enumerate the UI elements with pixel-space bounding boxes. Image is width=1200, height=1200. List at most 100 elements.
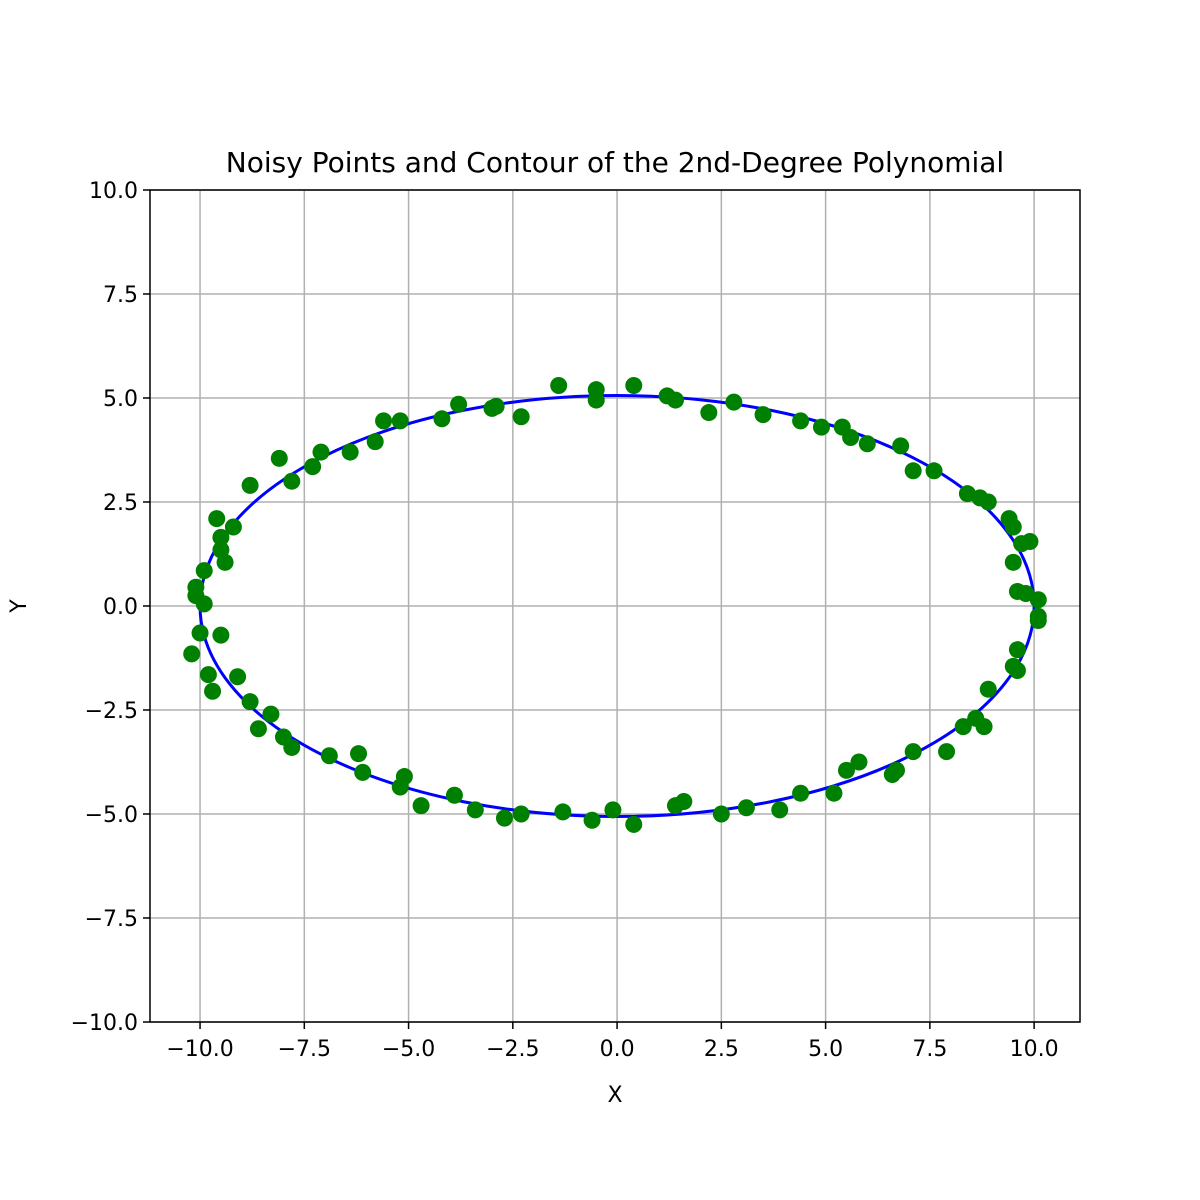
ticks: −10.0 −7.5 −5.0 −2.5 0.0 2.5 5.0 7.5 10.0 10.0 7.5… (71, 179, 1059, 1062)
data-point (850, 753, 868, 771)
data-point (587, 391, 605, 409)
data-point (445, 786, 463, 804)
data-point (495, 809, 513, 827)
data-point (837, 761, 855, 779)
data-point (925, 462, 943, 480)
data-point (825, 784, 843, 802)
x-tick-label: 0.0 (600, 1037, 635, 1062)
data-point (270, 449, 288, 467)
data-point (975, 718, 993, 736)
x-tick-label: −2.5 (486, 1037, 539, 1062)
data-point (512, 408, 530, 426)
y-tick-label: −7.5 (85, 907, 138, 932)
data-point (391, 412, 409, 430)
data-point (842, 429, 860, 447)
x-tick-label: −10.0 (166, 1037, 233, 1062)
grid (150, 189, 1080, 1023)
y-axis-label: Y (7, 599, 32, 614)
data-point (283, 472, 301, 490)
points-layer (183, 377, 1047, 833)
data-point (512, 805, 530, 823)
data-point (812, 418, 830, 436)
data-point (979, 680, 997, 698)
y-tick-label: −2.5 (85, 699, 138, 724)
data-point (350, 745, 368, 763)
x-tick-label: 2.5 (704, 1037, 739, 1062)
y-tick-label: 0.0 (103, 595, 138, 620)
data-point (888, 761, 906, 779)
data-point (904, 743, 922, 761)
data-point (262, 705, 280, 723)
x-tick-label: 7.5 (912, 1037, 947, 1062)
data-point (341, 443, 359, 461)
data-point (979, 493, 997, 511)
data-point (241, 476, 259, 494)
data-point (204, 682, 222, 700)
data-point (1029, 612, 1047, 630)
data-point (354, 763, 372, 781)
data-point (283, 738, 301, 756)
data-point (771, 801, 789, 819)
x-tick-label: −5.0 (382, 1037, 435, 1062)
data-point (312, 443, 330, 461)
data-point (666, 391, 684, 409)
data-point (754, 406, 772, 424)
x-axis-label: X (607, 1083, 622, 1108)
data-point (858, 435, 876, 453)
data-point (1004, 518, 1022, 536)
data-point (208, 510, 226, 528)
data-point (249, 720, 267, 738)
data-point (1008, 641, 1026, 659)
data-point (320, 747, 338, 765)
data-point (892, 437, 910, 455)
x-tick-label: 5.0 (808, 1037, 843, 1062)
data-point (938, 743, 956, 761)
data-point (224, 518, 242, 536)
data-point (554, 803, 572, 821)
data-point (195, 562, 213, 580)
data-point (212, 541, 230, 559)
data-point (466, 801, 484, 819)
data-point (604, 801, 622, 819)
data-point (395, 768, 413, 786)
data-point (625, 377, 643, 395)
data-point (1029, 591, 1047, 609)
y-tick-label: 5.0 (103, 387, 138, 412)
y-tick-label: −10.0 (71, 1011, 138, 1036)
chart-title: Noisy Points and Contour of the 2nd-Degr… (226, 146, 1004, 179)
y-tick-label: 2.5 (103, 491, 138, 516)
data-point (212, 626, 230, 644)
data-point (954, 718, 972, 736)
y-tick-label: 10.0 (89, 179, 138, 204)
data-point (1021, 533, 1039, 551)
data-point (199, 666, 217, 684)
data-point (191, 624, 209, 642)
x-tick-label: −7.5 (278, 1037, 331, 1062)
data-point (550, 377, 568, 395)
data-point (625, 815, 643, 833)
data-point (712, 805, 730, 823)
data-point (195, 595, 213, 613)
data-point (792, 784, 810, 802)
x-tick-label: 10.0 (1010, 1037, 1059, 1062)
data-point (212, 528, 230, 546)
data-point (904, 462, 922, 480)
data-point (487, 397, 505, 415)
data-point (229, 668, 247, 686)
data-point (1008, 661, 1026, 679)
data-point (450, 395, 468, 413)
data-point (433, 410, 451, 428)
data-point (583, 811, 601, 829)
data-point (725, 393, 743, 411)
y-tick-label: −5.0 (85, 803, 138, 828)
data-point (675, 793, 693, 811)
data-point (700, 404, 718, 422)
data-point (304, 458, 322, 476)
data-point (241, 693, 259, 711)
data-point (737, 799, 755, 817)
data-point (375, 412, 393, 430)
data-point (792, 412, 810, 430)
data-point (1004, 553, 1022, 571)
data-point (183, 645, 201, 663)
